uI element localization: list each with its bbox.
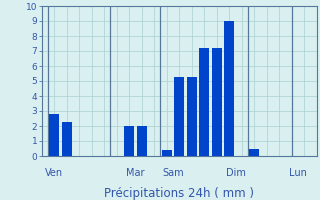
Text: Mar: Mar xyxy=(126,168,145,178)
Bar xyxy=(199,48,209,156)
Bar xyxy=(62,121,72,156)
Text: Précipitations 24h ( mm ): Précipitations 24h ( mm ) xyxy=(104,188,254,200)
Text: Lun: Lun xyxy=(289,168,307,178)
Bar xyxy=(124,126,134,156)
Bar xyxy=(162,150,172,156)
Text: Sam: Sam xyxy=(162,168,184,178)
Bar xyxy=(224,21,234,156)
Bar xyxy=(212,48,222,156)
Text: Ven: Ven xyxy=(45,168,63,178)
Text: Dim: Dim xyxy=(226,168,245,178)
Bar xyxy=(174,76,184,156)
Bar xyxy=(249,148,259,156)
Bar xyxy=(49,114,59,156)
Bar xyxy=(137,126,147,156)
Bar xyxy=(187,76,197,156)
